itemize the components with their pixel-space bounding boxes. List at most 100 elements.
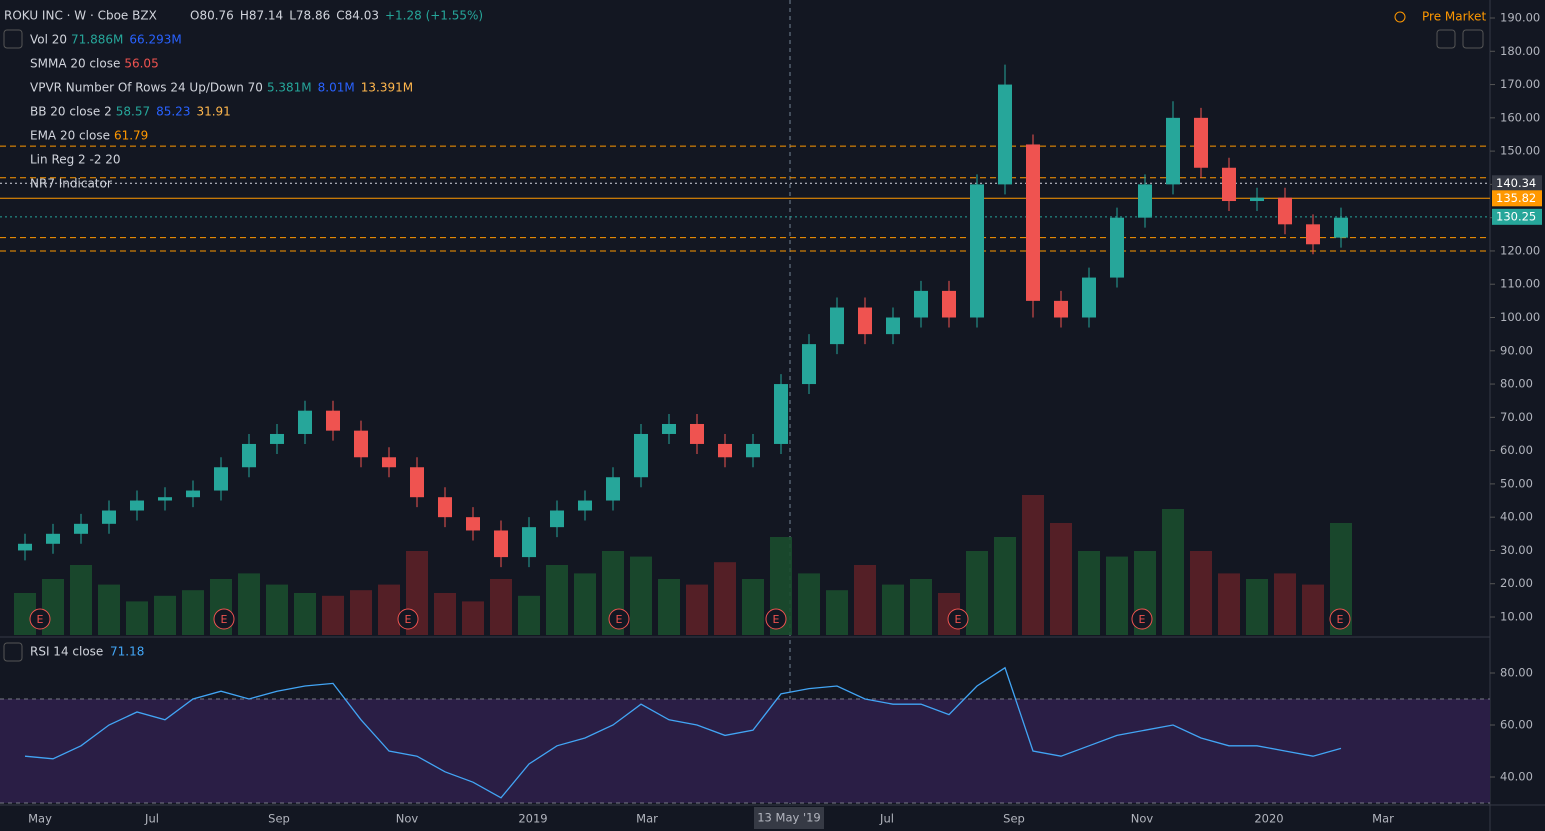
candle-body bbox=[158, 497, 172, 501]
volume-bar bbox=[1330, 523, 1352, 635]
candle-body bbox=[970, 184, 984, 318]
volume-bar bbox=[322, 595, 344, 635]
volume-bar bbox=[798, 573, 820, 635]
candle-body bbox=[1334, 217, 1348, 238]
candle-body bbox=[1054, 300, 1068, 318]
earnings-label: E bbox=[773, 613, 780, 626]
candle-body bbox=[718, 443, 732, 458]
price-label: 140.34 bbox=[1496, 176, 1536, 190]
volume-bar bbox=[70, 565, 92, 635]
candle-body bbox=[802, 344, 816, 385]
volume-bar bbox=[154, 595, 176, 635]
volume-bar bbox=[826, 590, 848, 635]
crosshair-time-label: 13 May '19 bbox=[757, 811, 821, 825]
earnings-marker bbox=[1329, 608, 1351, 630]
volume-bar bbox=[910, 579, 932, 635]
ohlc-value: +1.28 (+1.55%) bbox=[385, 9, 483, 23]
y-tick-label: 40.00 bbox=[1500, 770, 1533, 784]
y-tick-label: 80.00 bbox=[1500, 377, 1533, 391]
scroll-button[interactable] bbox=[1436, 29, 1456, 49]
y-tick-label: 90.00 bbox=[1500, 343, 1533, 357]
candle-body bbox=[18, 543, 32, 551]
volume-bar bbox=[126, 601, 148, 635]
session-label: Pre Market bbox=[1422, 10, 1486, 24]
earnings-label: E bbox=[1139, 613, 1146, 626]
candle-body bbox=[1222, 167, 1236, 202]
y-tick-label: 70.00 bbox=[1500, 410, 1533, 424]
indicator-name: SMMA 20 close bbox=[30, 57, 120, 71]
candle-body bbox=[326, 410, 340, 431]
candle-body bbox=[886, 317, 900, 335]
indicator-value: 71.886M bbox=[71, 33, 123, 47]
collapse-button[interactable] bbox=[3, 29, 23, 49]
volume-bar bbox=[490, 579, 512, 635]
volume-bar bbox=[1274, 573, 1296, 635]
price-label-box bbox=[1492, 208, 1542, 225]
volume-bar bbox=[546, 565, 568, 635]
volume-bar bbox=[1246, 579, 1268, 635]
candle-body bbox=[1082, 277, 1096, 318]
indicator-value: 85.23 bbox=[156, 105, 190, 119]
x-tick-label: May bbox=[28, 812, 52, 826]
earnings-marker bbox=[947, 608, 969, 630]
x-tick-label: 2020 bbox=[1254, 812, 1283, 826]
earnings-label: E bbox=[955, 613, 962, 626]
earnings-label: E bbox=[1337, 613, 1344, 626]
candle-body bbox=[382, 457, 396, 468]
volume-bar bbox=[686, 584, 708, 635]
candle-body bbox=[1194, 117, 1208, 168]
x-tick-label: Mar bbox=[636, 812, 658, 826]
volume-bar bbox=[238, 573, 260, 635]
volume-bar bbox=[994, 537, 1016, 635]
price-label-box bbox=[1492, 175, 1542, 192]
indicator-name: EMA 20 close bbox=[30, 129, 110, 143]
ohlc-value: C84.03 bbox=[336, 9, 379, 23]
y-tick-label: 160.00 bbox=[1500, 110, 1540, 124]
candle-body bbox=[410, 467, 424, 498]
x-tick-label: Sep bbox=[268, 812, 290, 826]
candle-body bbox=[830, 307, 844, 345]
volume-bar bbox=[266, 584, 288, 635]
volume-bar bbox=[1022, 495, 1044, 635]
collapse-button[interactable] bbox=[3, 642, 23, 662]
candle-body bbox=[914, 290, 928, 318]
volume-bar bbox=[462, 601, 484, 635]
rsi-title: RSI 14 close bbox=[30, 645, 103, 659]
indicator-value: 56.05 bbox=[124, 57, 158, 71]
volume-bar bbox=[518, 595, 540, 635]
candle-body bbox=[690, 423, 704, 444]
rsi-band bbox=[0, 699, 1490, 803]
volume-bar bbox=[1050, 523, 1072, 635]
ohlc-value: L78.86 bbox=[289, 9, 330, 23]
x-tick-label: Jul bbox=[144, 812, 159, 826]
volume-bar bbox=[294, 593, 316, 635]
crosshair-time-box bbox=[754, 807, 824, 829]
candle-body bbox=[466, 517, 480, 531]
volume-bar bbox=[854, 565, 876, 635]
x-tick-label: Sep bbox=[1003, 812, 1025, 826]
y-tick-label: 180.00 bbox=[1500, 44, 1540, 58]
volume-bar bbox=[434, 593, 456, 635]
x-tick-label: Jul bbox=[879, 812, 894, 826]
volume-bar bbox=[1106, 556, 1128, 635]
volume-bar bbox=[1190, 551, 1212, 635]
price-label-box bbox=[1492, 190, 1542, 207]
y-tick-label: 150.00 bbox=[1500, 144, 1540, 158]
candle-body bbox=[522, 527, 536, 558]
candle-body bbox=[1138, 184, 1152, 218]
candle-body bbox=[578, 500, 592, 511]
volume-bar bbox=[350, 590, 372, 635]
candle-body bbox=[1250, 197, 1264, 202]
y-tick-label: 50.00 bbox=[1500, 476, 1533, 490]
session-icon[interactable] bbox=[1394, 11, 1406, 23]
volume-bar bbox=[630, 556, 652, 635]
volume-bar bbox=[714, 562, 736, 635]
candle-body bbox=[494, 530, 508, 558]
ohlc-value: O80.76 bbox=[190, 9, 234, 23]
reset-button[interactable] bbox=[1462, 29, 1484, 49]
y-tick-label: 60.00 bbox=[1500, 718, 1533, 732]
indicator-value: 13.391M bbox=[361, 81, 413, 95]
candle-body bbox=[662, 423, 676, 434]
y-tick-label: 60.00 bbox=[1500, 443, 1533, 457]
y-tick-label: 110.00 bbox=[1500, 277, 1540, 291]
